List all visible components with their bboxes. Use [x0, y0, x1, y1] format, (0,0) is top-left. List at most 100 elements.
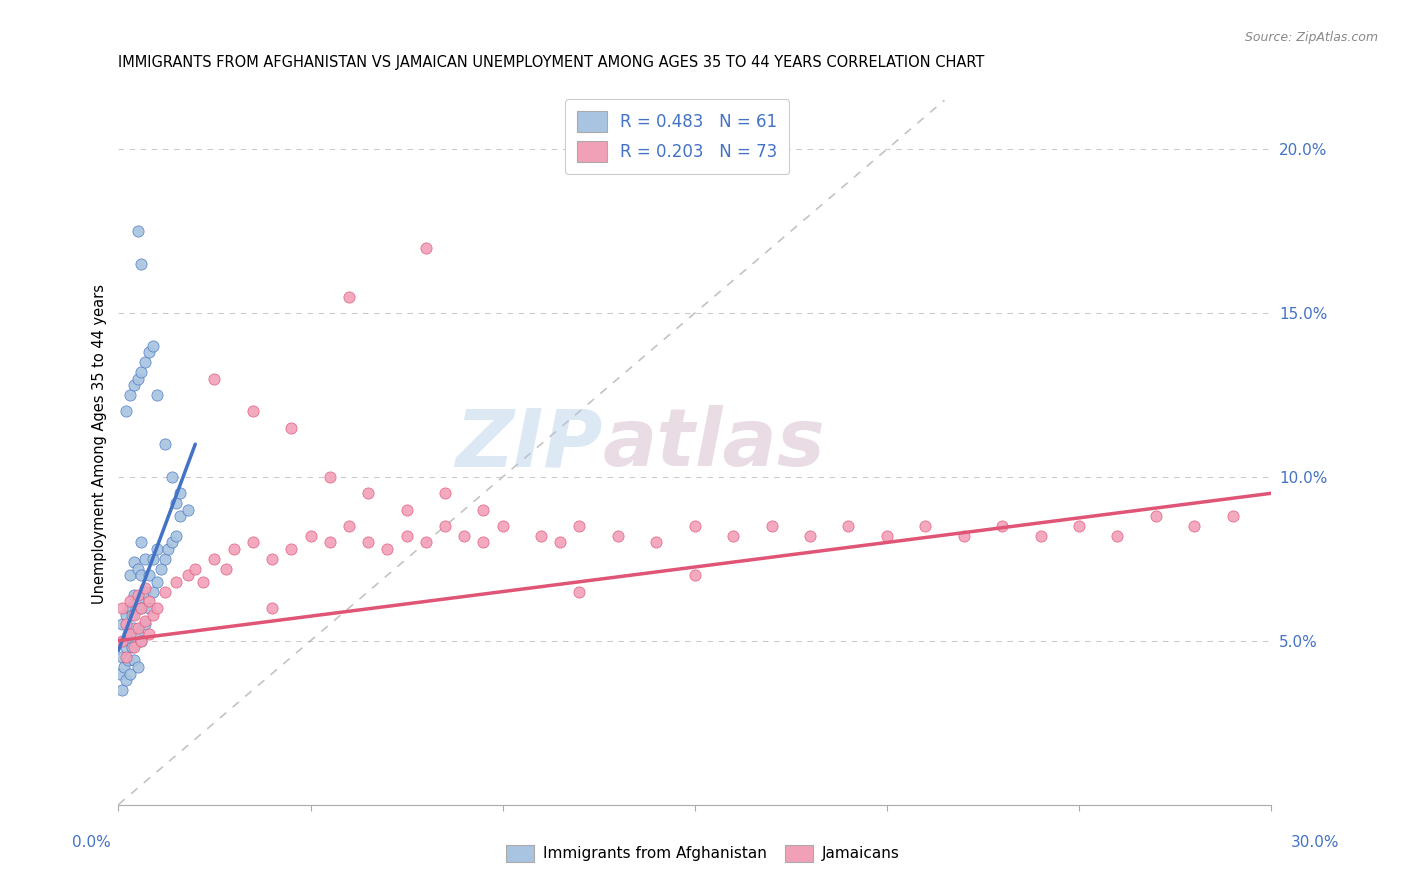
- Point: [134, 582, 156, 596]
- Point: [153, 584, 176, 599]
- Point: [138, 345, 160, 359]
- Point: [914, 519, 936, 533]
- Point: [115, 617, 138, 632]
- Point: [110, 666, 132, 681]
- Point: [1067, 519, 1090, 533]
- Point: [262, 601, 284, 615]
- Point: [117, 627, 139, 641]
- Point: [131, 601, 153, 615]
- Point: [215, 562, 238, 576]
- Point: [122, 607, 145, 622]
- Point: [134, 584, 156, 599]
- Point: [169, 509, 191, 524]
- Point: [131, 535, 153, 549]
- Point: [134, 617, 156, 632]
- Point: [165, 574, 187, 589]
- Point: [115, 404, 138, 418]
- Point: [337, 519, 360, 533]
- Point: [357, 486, 380, 500]
- Point: [1222, 509, 1244, 524]
- Point: [876, 529, 898, 543]
- Point: [115, 673, 138, 687]
- Point: [134, 552, 156, 566]
- Legend: Immigrants from Afghanistan, Jamaicans: Immigrants from Afghanistan, Jamaicans: [501, 838, 905, 868]
- Point: [319, 535, 342, 549]
- Point: [952, 529, 974, 543]
- Point: [204, 552, 226, 566]
- Point: [149, 562, 172, 576]
- Text: ZIP: ZIP: [456, 405, 603, 483]
- Point: [299, 529, 322, 543]
- Point: [118, 568, 141, 582]
- Point: [280, 421, 302, 435]
- Y-axis label: Unemployment Among Ages 35 to 44 years: Unemployment Among Ages 35 to 44 years: [93, 285, 107, 604]
- Text: Source: ZipAtlas.com: Source: ZipAtlas.com: [1244, 31, 1378, 45]
- Point: [118, 601, 141, 615]
- Point: [165, 496, 187, 510]
- Point: [568, 519, 591, 533]
- Point: [530, 529, 553, 543]
- Point: [146, 388, 169, 402]
- Point: [131, 365, 153, 379]
- Point: [176, 568, 198, 582]
- Point: [434, 519, 457, 533]
- Point: [122, 378, 145, 392]
- Point: [548, 535, 571, 549]
- Point: [111, 633, 134, 648]
- Point: [122, 555, 145, 569]
- Point: [491, 519, 513, 533]
- Point: [280, 541, 302, 556]
- Point: [165, 529, 187, 543]
- Point: [357, 535, 380, 549]
- Point: [121, 607, 143, 622]
- Point: [111, 682, 134, 697]
- Point: [122, 653, 145, 667]
- Point: [142, 607, 165, 622]
- Text: IMMIGRANTS FROM AFGHANISTAN VS JAMAICAN UNEMPLOYMENT AMONG AGES 35 TO 44 YEARS C: IMMIGRANTS FROM AFGHANISTAN VS JAMAICAN …: [118, 55, 984, 70]
- Point: [453, 529, 475, 543]
- Point: [138, 627, 160, 641]
- Point: [683, 519, 706, 533]
- Point: [125, 601, 148, 615]
- Point: [115, 607, 138, 622]
- Point: [395, 502, 418, 516]
- Point: [112, 633, 135, 648]
- Point: [837, 519, 859, 533]
- Point: [204, 371, 226, 385]
- Point: [153, 552, 176, 566]
- Point: [721, 529, 744, 543]
- Point: [118, 594, 141, 608]
- Point: [568, 584, 591, 599]
- Point: [415, 535, 437, 549]
- Point: [242, 535, 264, 549]
- Point: [683, 568, 706, 582]
- Point: [122, 621, 145, 635]
- Point: [115, 650, 138, 665]
- Point: [799, 529, 821, 543]
- Point: [1182, 519, 1205, 533]
- Point: [118, 627, 141, 641]
- Legend: R = 0.483   N = 61, R = 0.203   N = 73: R = 0.483 N = 61, R = 0.203 N = 73: [565, 99, 789, 174]
- Point: [127, 371, 149, 385]
- Point: [131, 633, 153, 648]
- Point: [160, 535, 183, 549]
- Point: [472, 502, 495, 516]
- Point: [377, 541, 399, 556]
- Point: [131, 257, 153, 271]
- Point: [606, 529, 628, 543]
- Point: [127, 627, 149, 641]
- Point: [127, 588, 149, 602]
- Point: [127, 562, 149, 576]
- Point: [146, 574, 169, 589]
- Point: [134, 355, 156, 369]
- Text: 30.0%: 30.0%: [1291, 836, 1339, 850]
- Point: [262, 552, 284, 566]
- Point: [112, 660, 135, 674]
- Point: [146, 541, 169, 556]
- Point: [1029, 529, 1052, 543]
- Point: [434, 486, 457, 500]
- Point: [761, 519, 783, 533]
- Point: [191, 574, 214, 589]
- Point: [118, 633, 141, 648]
- Point: [138, 568, 160, 582]
